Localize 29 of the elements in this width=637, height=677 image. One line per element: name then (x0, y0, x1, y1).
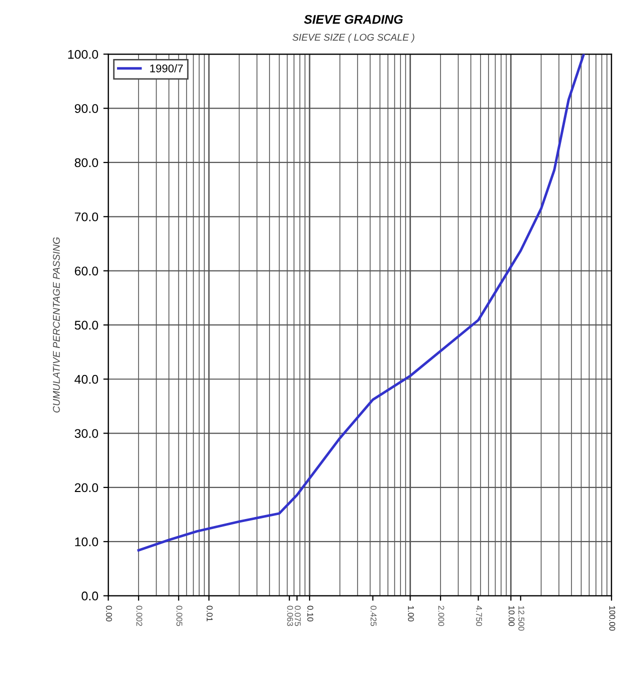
y-axis-title: CUMULATIVE PERCENTAGE PASSING (52, 237, 60, 412)
x-tick-label: 0.10 (307, 606, 314, 622)
y-tick-label: 80.0 (74, 158, 98, 168)
chart-title: SIEVE GRADING (304, 14, 403, 24)
x-tick-label: 100.00 (609, 606, 616, 631)
y-tick-label: 70.0 (74, 212, 98, 222)
x-tick-label: 0.075 (294, 606, 301, 626)
y-tick-label: 60.0 (74, 266, 98, 276)
x-tick-label: 0.425 (370, 606, 376, 626)
x-tick-label: 0.01 (206, 606, 213, 622)
x-tick-label: 4.750 (476, 606, 482, 626)
x-tick-label: 12.500 (518, 606, 524, 631)
legend-label: 1990/7 (150, 64, 183, 72)
x-tick-label: 10.00 (508, 606, 515, 626)
x-tick-label: 1.00 (408, 606, 414, 622)
y-tick-label: 50.0 (74, 320, 98, 330)
x-tick-label: 2.000 (438, 606, 444, 626)
x-tick-label: 0.002 (136, 606, 142, 626)
chart-subtitle: SIEVE SIZE ( LOG SCALE ) (292, 34, 414, 43)
y-tick-label: 10.0 (75, 537, 98, 546)
x-tick-label: 0.005 (176, 606, 182, 626)
y-tick-label: 100.0 (68, 50, 98, 59)
y-tick-label: 90.0 (74, 104, 98, 113)
y-tick-label: 20.0 (74, 483, 98, 492)
y-tick-label: 30.0 (74, 429, 98, 438)
x-tick-label: 0.00 (106, 606, 112, 622)
y-tick-label: 0.0 (82, 592, 98, 600)
y-tick-label: 40.0 (74, 374, 98, 384)
x-tick-label: 0.063 (287, 606, 294, 626)
